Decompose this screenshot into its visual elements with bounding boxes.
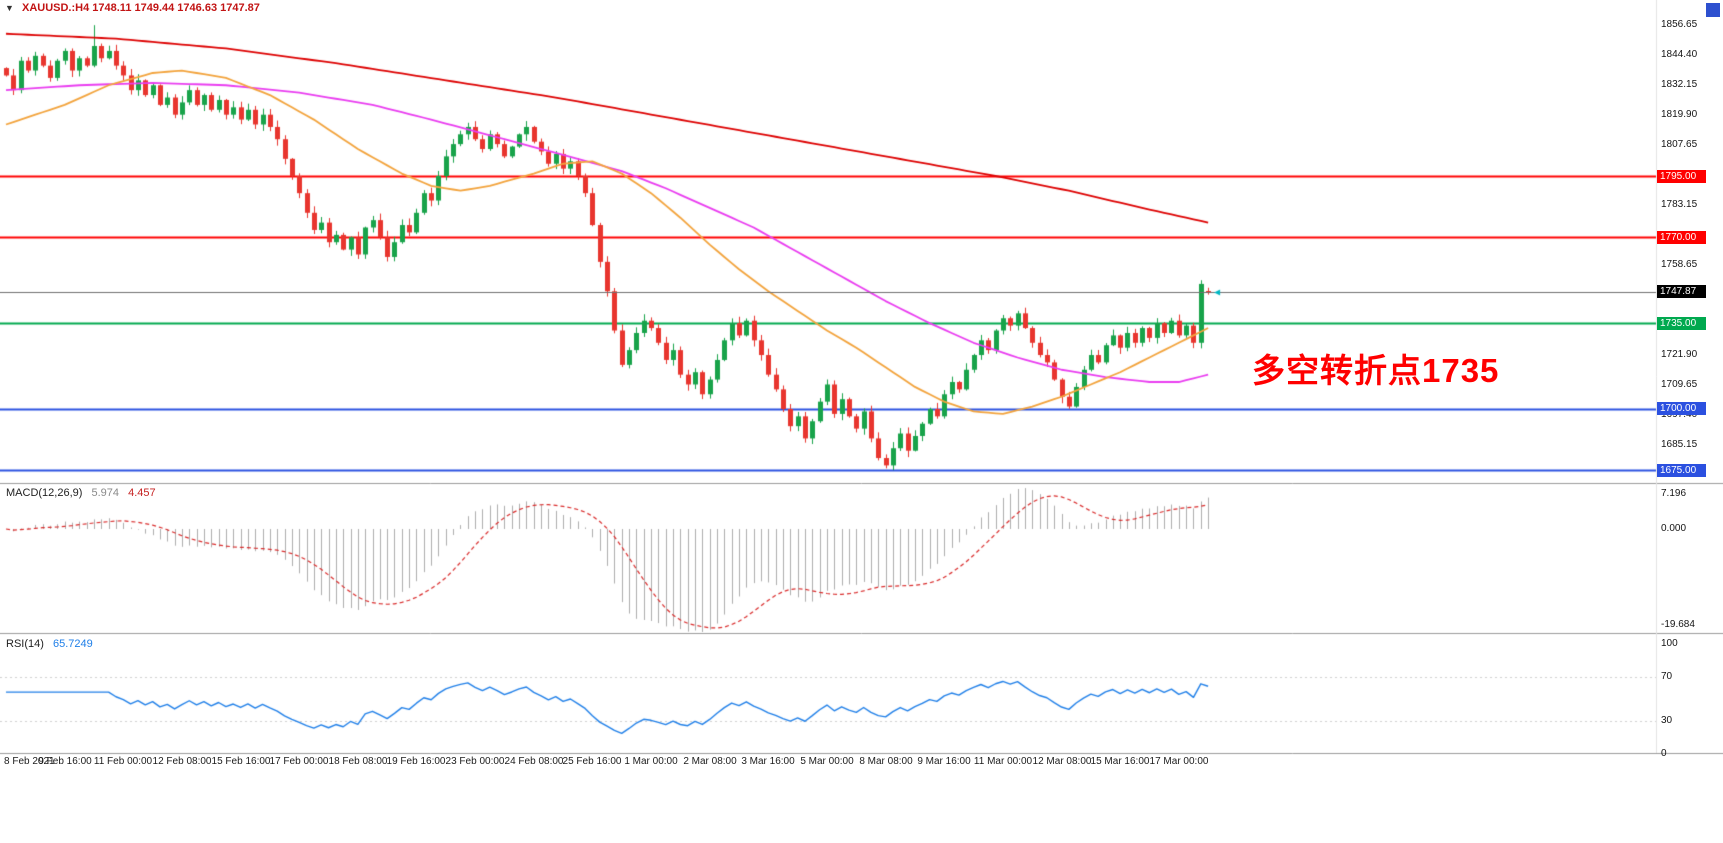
price-level-badge: 1735.00 <box>1657 317 1706 330</box>
time-axis-label: 24 Feb 08:00 <box>504 756 564 767</box>
time-axis-label: 18 Feb 08:00 <box>328 756 388 767</box>
macd-axis-label: 0.000 <box>1661 523 1687 534</box>
time-axis-label: 9 Feb 16:00 <box>38 756 92 767</box>
rsi-axis-label: 70 <box>1661 671 1673 682</box>
time-axis-label: 19 Feb 16:00 <box>386 756 446 767</box>
time-axis-label: 12 Feb 08:00 <box>152 756 212 767</box>
symbol-period-label: XAUUSD.:H4 <box>21 2 90 14</box>
price-axis-label: 1819.90 <box>1661 109 1698 120</box>
time-axis-label: 17 Feb 00:00 <box>269 756 329 767</box>
collapse-triangle-icon[interactable]: ▼ <box>5 3 14 13</box>
price-level-badge: 1700.00 <box>1657 402 1706 415</box>
time-axis-label: 11 Mar 00:00 <box>973 756 1033 767</box>
rsi-axis-label: 100 <box>1661 638 1678 649</box>
price-axis-label: 1721.90 <box>1661 349 1698 360</box>
price-axis-label: 1783.15 <box>1661 199 1698 210</box>
time-axis-label: 12 Mar 08:00 <box>1032 756 1092 767</box>
rsi-value: 65.7249 <box>52 638 93 650</box>
macd-main-value: 5.974 <box>91 487 120 499</box>
time-axis-label: 11 Feb 00:00 <box>93 756 153 767</box>
time-axis-label: 2 Mar 08:00 <box>683 756 737 767</box>
price-axis-label: 1807.65 <box>1661 139 1698 150</box>
macd-axis-label: -19.684 <box>1661 619 1695 630</box>
price-level-badge: 1747.87 <box>1657 285 1706 298</box>
scroll-button[interactable] <box>1706 3 1720 17</box>
time-axis-label: 23 Feb 00:00 <box>445 756 505 767</box>
macd-indicator-label: MACD(12,26,9) 5.974 4.457 <box>6 487 156 499</box>
price-axis-label: 1685.15 <box>1661 439 1698 450</box>
time-axis-label: 15 Feb 16:00 <box>211 756 271 767</box>
price-level-badge: 1795.00 <box>1657 170 1706 183</box>
rsi-axis-label: 30 <box>1661 715 1673 726</box>
price-axis-label: 1758.65 <box>1661 259 1698 270</box>
time-axis-label: 8 Mar 08:00 <box>859 756 913 767</box>
time-axis-label: 3 Mar 16:00 <box>741 756 795 767</box>
macd-axis-label: 7.196 <box>1661 488 1687 499</box>
chart-title: ▼ XAUUSD.:H4 1748.11 1749.44 1746.63 174… <box>5 2 260 14</box>
ohlc-readout: 1748.11 1749.44 1746.63 1747.87 <box>92 2 260 14</box>
time-axis-label: 5 Mar 00:00 <box>800 756 854 767</box>
price-axis-label: 1832.15 <box>1661 79 1698 90</box>
time-axis-label: 17 Mar 00:00 <box>1149 756 1209 767</box>
time-axis-label: 15 Mar 16:00 <box>1090 756 1150 767</box>
time-axis-label: 9 Mar 16:00 <box>917 756 971 767</box>
price-axis-label: 1856.65 <box>1661 19 1698 30</box>
rsi-indicator-label: RSI(14) 65.7249 <box>6 638 93 650</box>
price-level-badge: 1770.00 <box>1657 231 1706 244</box>
annotation-text: 多空转折点1735 <box>1252 352 1500 389</box>
rsi-name: RSI(14) <box>6 638 44 650</box>
macd-signal-value: 4.457 <box>128 487 156 499</box>
price-level-badge: 1675.00 <box>1657 464 1706 477</box>
time-axis-label: 25 Feb 16:00 <box>562 756 622 767</box>
time-axis-label: 8 Feb 2021 <box>4 756 55 767</box>
price-axis-label: 1709.65 <box>1661 379 1698 390</box>
price-axis-label: 1844.40 <box>1661 49 1698 60</box>
rsi-axis-label: 0 <box>1661 748 1667 759</box>
macd-name: MACD(12,26,9) <box>6 487 83 499</box>
time-axis-label: 1 Mar 00:00 <box>624 756 678 767</box>
